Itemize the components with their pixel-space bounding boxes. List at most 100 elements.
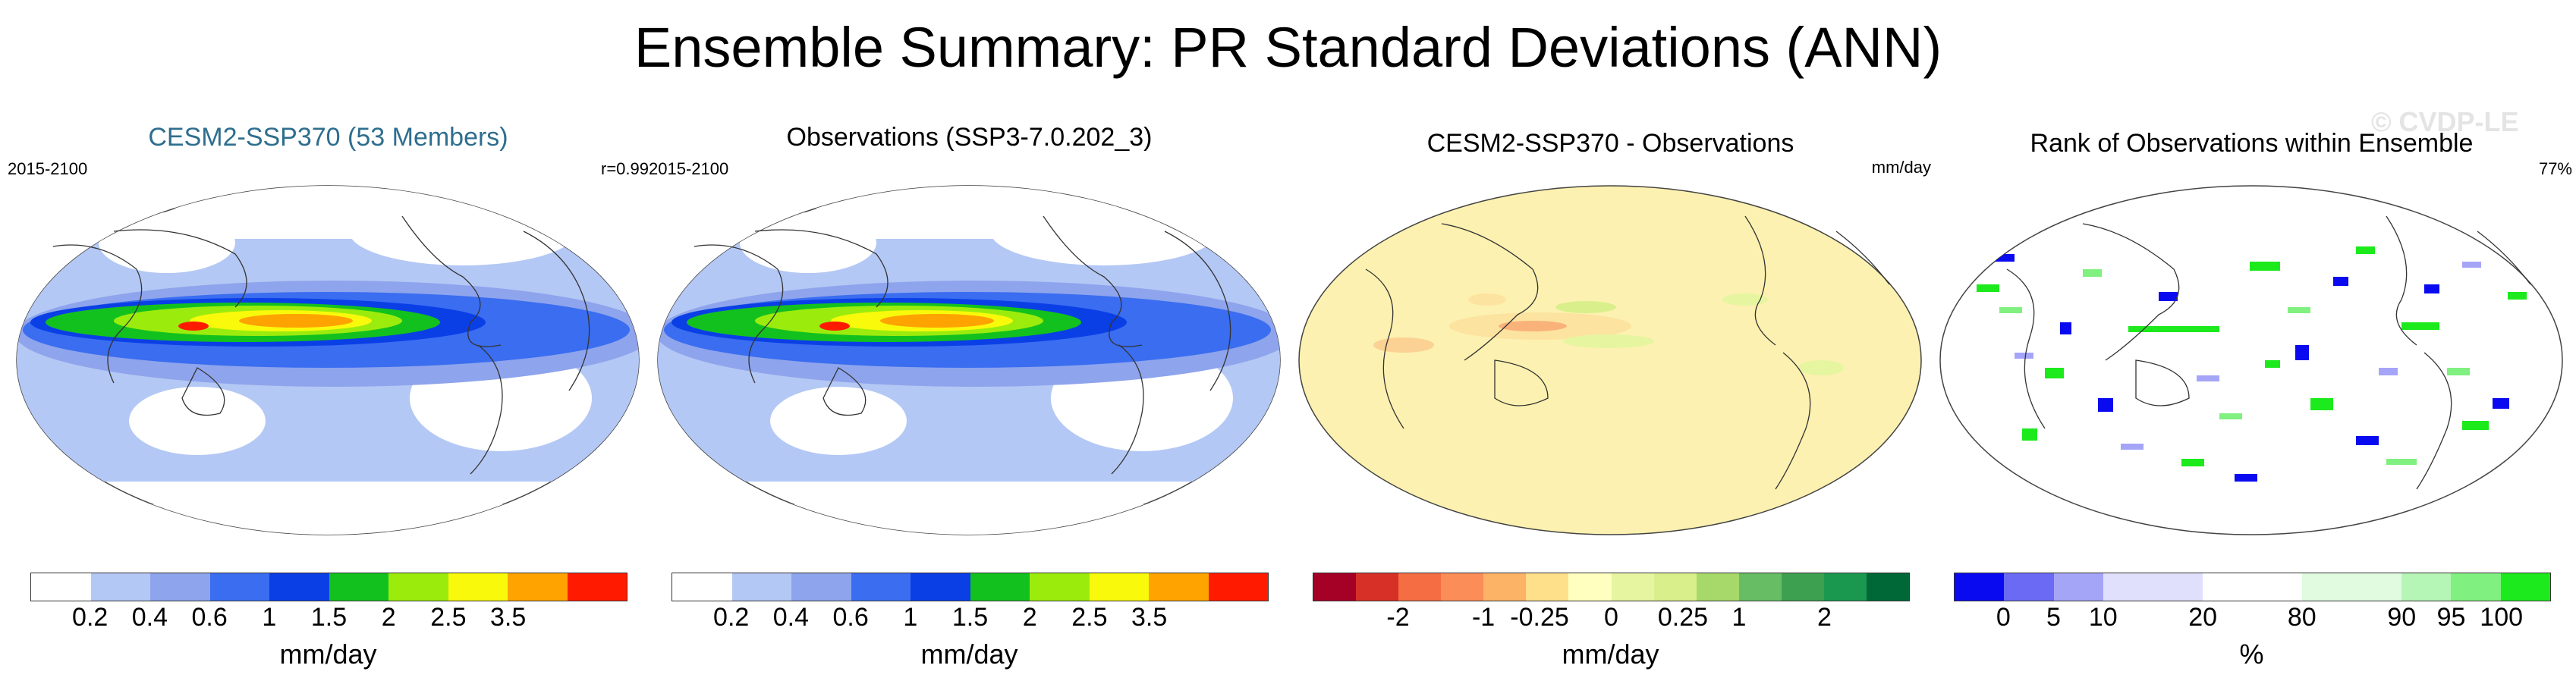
colorbar-segment (970, 573, 1030, 601)
colorbar-segment (31, 573, 91, 601)
colorbar-tick: 2 (381, 603, 396, 632)
colorbar-tick: 0.2 (713, 603, 750, 632)
colorbar-tick: 0.4 (772, 603, 810, 632)
colorbar-unit: mm/day (1562, 639, 1659, 670)
colorbar-segment (1356, 573, 1399, 601)
correlation-label: r=0.99 (601, 159, 649, 178)
colorbar-tick: 0.25 (1657, 603, 1709, 632)
colorbar-tick: 2.5 (430, 603, 467, 632)
colorbar-tick: -2 (1386, 603, 1410, 632)
colorbar-tick: 0.6 (832, 603, 869, 632)
colorbar-segment (1441, 573, 1484, 601)
period-label: 2015-2100 (649, 159, 729, 178)
colorbar-segment (2103, 573, 2203, 601)
period-label: 2015-2100 (8, 159, 88, 178)
colorbar-segment (269, 573, 329, 601)
units-label: mm/day (1871, 158, 1931, 177)
colorbar-segment (1208, 573, 1268, 601)
colorbar-ticks: 0.2 0.4 0.6 1 1.5 2 2.5 3.5 (30, 603, 627, 639)
colorbar-tick: 3.5 (1131, 603, 1168, 632)
colorbar-tick: 5 (2046, 603, 2061, 632)
colorbar-segment (911, 573, 970, 601)
map-model (16, 185, 640, 535)
colorbar (672, 573, 1269, 601)
colorbar-segment (1867, 573, 1910, 601)
colorbar-tick: 1.5 (310, 603, 348, 632)
colorbar-ticks: 0.2 0.4 0.6 1 1.5 2 2.5 3.5 (672, 603, 1269, 639)
colorbar (30, 573, 627, 601)
rank-percent-label: 77% (2538, 159, 2572, 178)
colorbar-ticks: -2 -1 -0.25 0 0.25 1 2 (1313, 603, 1910, 639)
colorbar-segment (851, 573, 911, 601)
colorbar (1313, 573, 1910, 601)
colorbar-segment (1030, 573, 1090, 601)
colorbar-segment (388, 573, 448, 601)
page-title: Ensemble Summary: PR Standard Deviations… (634, 16, 1942, 79)
colorbar-segment (1149, 573, 1209, 601)
colorbar-segment (508, 573, 568, 601)
colorbar-tick: 80 (2287, 603, 2317, 632)
panel-title: CESM2-SSP370 (53 Members) (148, 123, 508, 152)
colorbar-tick: 95 (2436, 603, 2466, 632)
colorbar-segment (209, 573, 269, 601)
colorbar-segment (1955, 573, 2005, 601)
colorbar-tick: -0.25 (1510, 603, 1569, 632)
colorbar-tick: 2 (1022, 603, 1037, 632)
panel-difference: CESM2-SSP370 - Observations mm/day (1290, 114, 1931, 675)
colorbar-segment (90, 573, 150, 601)
colorbar-segment (2203, 573, 2302, 601)
colorbar-tick: 20 (2188, 603, 2218, 632)
colorbar-segment (1483, 573, 1527, 601)
colorbar-segment (1526, 573, 1569, 601)
colorbar-tick: 2.5 (1071, 603, 1108, 632)
colorbar-segment (1089, 573, 1149, 601)
colorbar-tick: 0.2 (72, 603, 109, 632)
map-difference (1298, 185, 1922, 535)
colorbar-unit: % (2239, 639, 2264, 670)
colorbar-tick: 0.6 (191, 603, 228, 632)
panel-model-stddev: CESM2-SSP370 (53 Members) 2015-2100 r=0.… (8, 114, 649, 675)
watermark: © CVDP-LE (2371, 106, 2519, 137)
colorbar-segment (672, 573, 732, 601)
colorbar-unit: mm/day (279, 639, 377, 670)
colorbar-segment (1398, 573, 1442, 601)
colorbar-segment (2053, 573, 2104, 601)
panel-title: Observations (SSP3-7.0.202_3) (786, 123, 1153, 152)
colorbar-segment (2301, 573, 2401, 601)
colorbar-tick: 10 (2088, 603, 2118, 632)
colorbar-segment (2451, 573, 2501, 601)
colorbar-segment (2004, 573, 2054, 601)
colorbar-tick: 90 (2387, 603, 2417, 632)
panel-observations-stddev: Observations (SSP3-7.0.202_3) 2015-2100 (649, 114, 1290, 675)
colorbar-segment (329, 573, 388, 601)
colorbar-segment (791, 573, 851, 601)
colorbar-tick: 1 (903, 603, 918, 632)
colorbar-tick: -1 (1471, 603, 1496, 632)
colorbar-tick: 1 (262, 603, 277, 632)
colorbar-segment (1823, 573, 1867, 601)
colorbar-tick: 0 (1996, 603, 2011, 632)
map-observations (657, 185, 1281, 535)
colorbar-segment (2401, 573, 2452, 601)
panel-title: Rank of Observations within Ensemble (2030, 129, 2474, 158)
colorbar-segment (1781, 573, 1824, 601)
colorbar-segment (1568, 573, 1612, 601)
colorbar-segment (1611, 573, 1654, 601)
colorbar-tick: 1 (1731, 603, 1747, 632)
colorbar-tick: 100 (2480, 603, 2524, 632)
panel-rank: Rank of Observations within Ensemble 77% (1931, 114, 2572, 675)
colorbar-ticks: 0 5 10 20 80 90 95 100 (1954, 603, 2551, 639)
colorbar-segment (567, 573, 627, 601)
colorbar-segment (1313, 573, 1357, 601)
colorbar-tick: 0 (1604, 603, 1618, 632)
colorbar-segment (1696, 573, 1739, 601)
colorbar (1954, 573, 2551, 601)
panel-title: CESM2-SSP370 - Observations (1426, 129, 1794, 158)
colorbar-tick: 3.5 (489, 603, 527, 632)
map-rank (1939, 185, 2563, 535)
colorbar-segment (731, 573, 791, 601)
colorbar-tick: 2 (1816, 603, 1832, 632)
colorbar-segment (448, 573, 508, 601)
colorbar-unit: mm/day (920, 639, 1018, 670)
colorbar-segment (150, 573, 210, 601)
